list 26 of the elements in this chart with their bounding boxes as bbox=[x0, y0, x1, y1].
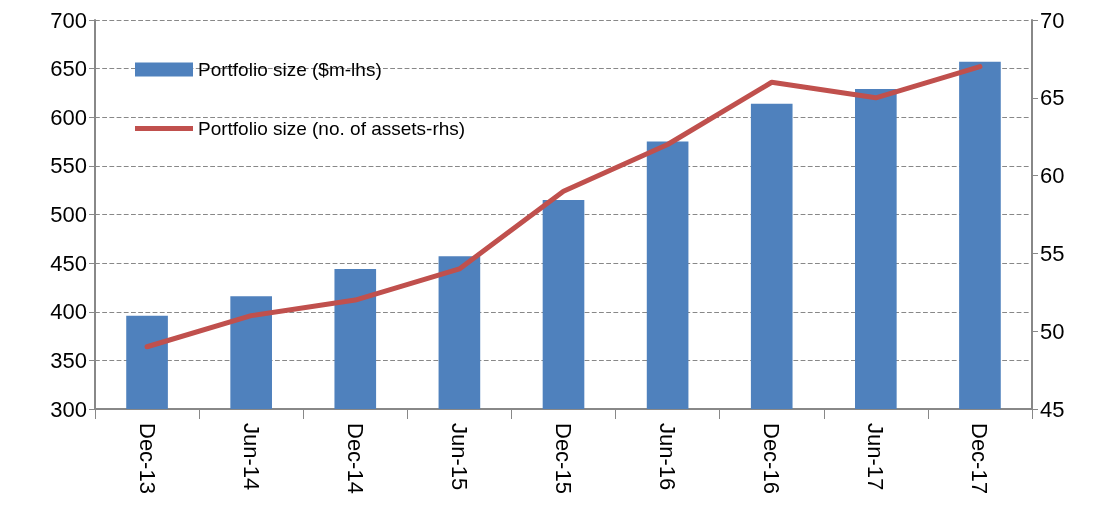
legend-label: Portfolio size (no. of assets-rhs) bbox=[198, 118, 466, 139]
x-tick-label: Dec-16 bbox=[759, 423, 785, 494]
y2-tick-label: 50 bbox=[1040, 318, 1065, 344]
y-tick-label: 350 bbox=[50, 347, 87, 373]
y-tick-label: 500 bbox=[50, 202, 87, 227]
legend-label: Portfolio size ($m-lhs) bbox=[198, 59, 382, 80]
x-tick-label: Jun-14 bbox=[238, 423, 264, 491]
x-tick-label: Dec-17 bbox=[967, 423, 993, 494]
y2-tick-label: 60 bbox=[1040, 163, 1065, 189]
y-tick-label: 400 bbox=[50, 299, 87, 325]
y-tick-label: 650 bbox=[50, 56, 87, 82]
y2-tick-label: 45 bbox=[1040, 396, 1065, 422]
x-tick-label: Dec-15 bbox=[551, 423, 576, 494]
x-tick-label: Jun-17 bbox=[863, 423, 889, 491]
y-tick-label: 700 bbox=[50, 7, 87, 33]
y-tick-label: 450 bbox=[50, 250, 87, 276]
y2-tick-label: 70 bbox=[1040, 7, 1065, 33]
y2-tick-label: 65 bbox=[1040, 85, 1065, 111]
x-tick-label: Dec-14 bbox=[342, 423, 368, 494]
y-tick-label: 600 bbox=[50, 104, 87, 130]
y-tick-label: 550 bbox=[50, 153, 87, 179]
x-tick-label: Jun-15 bbox=[446, 423, 472, 491]
y-tick-label: 300 bbox=[50, 396, 87, 422]
y2-tick-label: 55 bbox=[1040, 240, 1065, 266]
x-tick-label: Jun-16 bbox=[655, 423, 681, 491]
x-tick-label: Dec-13 bbox=[134, 423, 160, 494]
